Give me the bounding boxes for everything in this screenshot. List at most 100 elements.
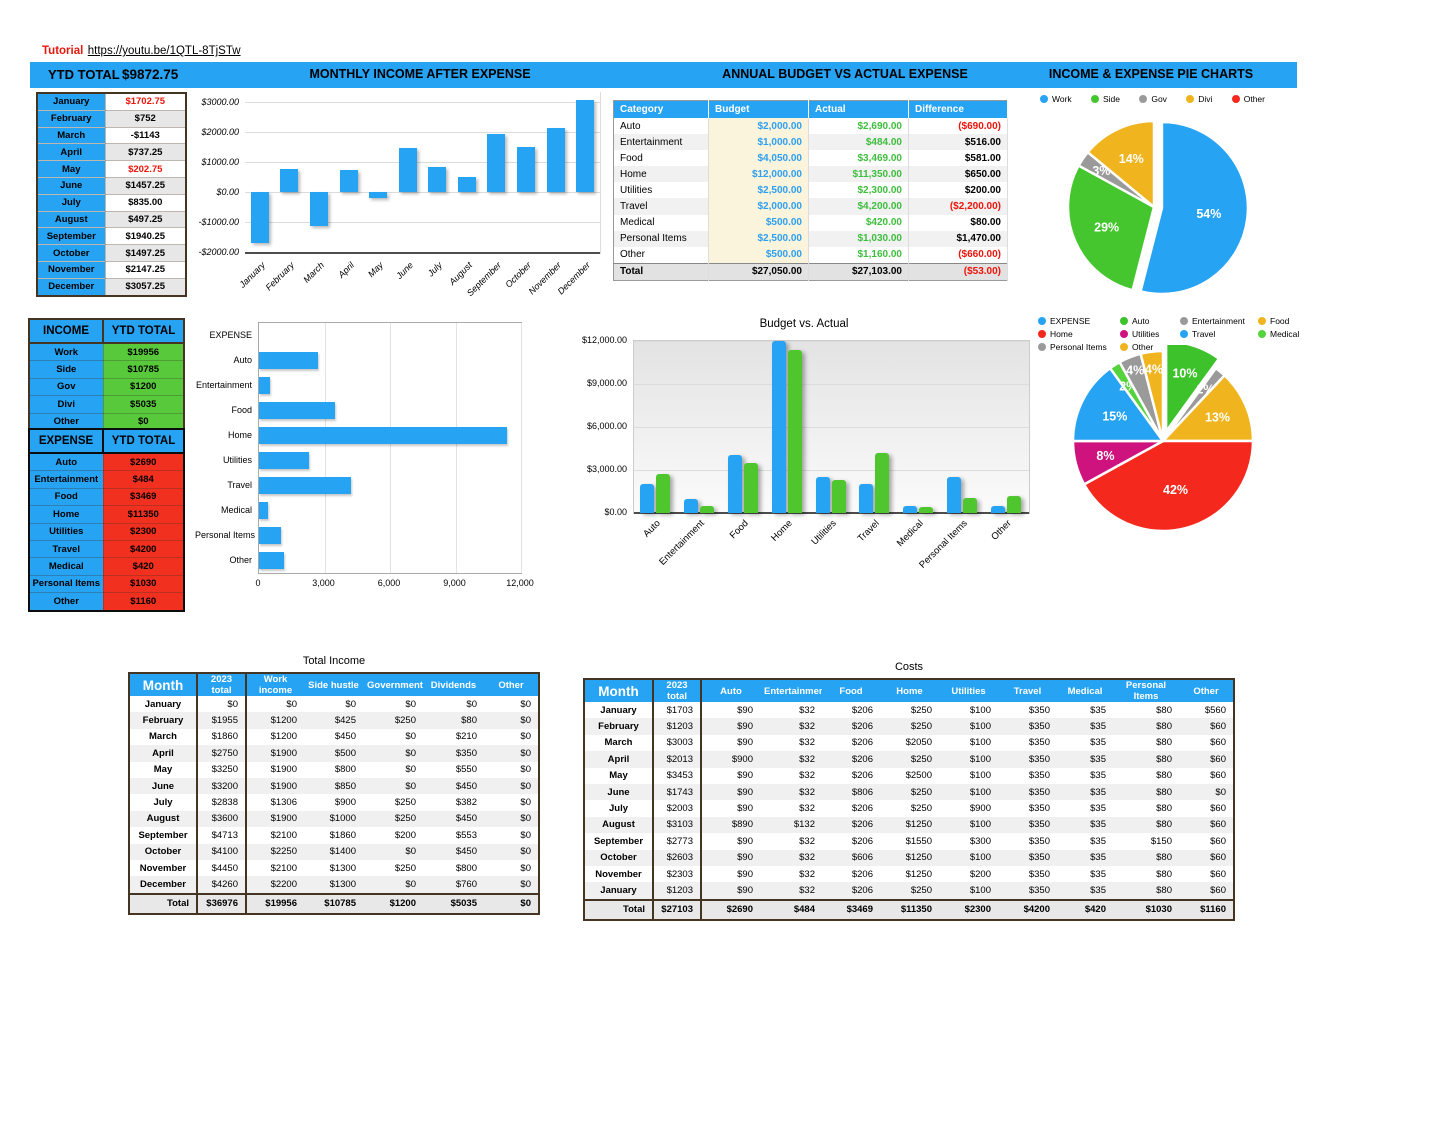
difference-cell[interactable]: $650.00 [908, 166, 1008, 183]
value-cell[interactable]: $2500 [905, 770, 932, 782]
value-cell[interactable]: $3103 [653, 816, 702, 834]
value-cell[interactable]: $250 [910, 753, 932, 765]
value-cell[interactable]: $3003 [653, 734, 702, 752]
value-cell[interactable]: $206 [851, 753, 873, 765]
month-cell[interactable]: April [584, 751, 654, 768]
value-cell[interactable]: $250 [910, 704, 932, 716]
budget-cell[interactable]: $2,000.00 [708, 198, 809, 215]
label-cell[interactable]: Work [28, 342, 104, 362]
value-cell[interactable]: $206 [851, 721, 873, 733]
month-cell[interactable]: December [129, 876, 198, 894]
value-cell[interactable]: $202.75 [104, 160, 187, 178]
value-cell[interactable]: $497.25 [104, 210, 187, 229]
column-header-2023-total[interactable]: 2023 total [197, 673, 247, 696]
total-value-cell[interactable]: $484 [760, 898, 822, 920]
value-cell[interactable]: $32 [799, 803, 815, 815]
value-cell[interactable]: $1160 [102, 592, 185, 612]
income-pie-chart[interactable]: 54%29%3%14% [1060, 112, 1255, 302]
value-cell[interactable]: $1250 [905, 852, 932, 864]
value-cell[interactable]: $132 [793, 819, 815, 831]
value-cell[interactable]: $250 [394, 715, 416, 727]
month-cell[interactable]: January [36, 92, 106, 111]
value-cell[interactable]: $250 [394, 797, 416, 809]
value-cell[interactable]: $350 [1028, 753, 1050, 765]
value-cell[interactable]: $800 [455, 862, 477, 874]
value-cell[interactable]: $90 [737, 737, 753, 749]
value-cell[interactable]: $560 [1204, 704, 1226, 716]
actual-cell[interactable]: $3,469.00 [808, 150, 909, 167]
value-cell[interactable]: $752 [104, 109, 187, 128]
value-cell[interactable]: $2100 [270, 862, 297, 874]
month-cell[interactable]: May [129, 761, 198, 778]
value-cell[interactable]: $0 [520, 878, 531, 890]
category-cell[interactable]: Other [613, 246, 709, 264]
total-value-cell[interactable]: $19956 [246, 892, 304, 914]
value-cell[interactable]: $350 [455, 747, 477, 759]
value-cell[interactable]: $2773 [653, 833, 702, 850]
value-cell[interactable]: $2750 [197, 745, 247, 762]
budget-cell[interactable]: $1,000.00 [708, 134, 809, 151]
value-cell[interactable]: $60 [1210, 852, 1226, 864]
month-cell[interactable]: September [36, 227, 106, 246]
column-header-medical[interactable]: Medical [1057, 679, 1113, 702]
value-cell[interactable]: $250 [394, 813, 416, 825]
value-cell[interactable]: $3600 [197, 810, 247, 828]
value-cell[interactable]: $900 [969, 803, 991, 815]
value-cell[interactable]: $1703 [653, 702, 702, 719]
value-cell[interactable]: $150 [1150, 835, 1172, 847]
total-value-cell[interactable]: $4200 [998, 898, 1057, 920]
total-value-cell[interactable]: $11350 [880, 898, 939, 920]
value-cell[interactable]: $90 [737, 835, 753, 847]
value-cell[interactable]: $206 [851, 803, 873, 815]
value-cell[interactable]: $32 [799, 737, 815, 749]
value-cell[interactable]: $1743 [653, 783, 702, 801]
value-cell[interactable]: $0 [405, 698, 416, 710]
value-cell[interactable]: $100 [969, 737, 991, 749]
value-cell[interactable]: $35 [1090, 753, 1106, 765]
budget-cell[interactable]: $500.00 [708, 214, 809, 231]
value-cell[interactable]: $100 [969, 721, 991, 733]
total-value-cell[interactable]: $0 [484, 892, 539, 914]
total-value-cell[interactable]: $2690 [701, 898, 760, 920]
total-value-cell[interactable]: $420 [1057, 898, 1113, 920]
column-header-ytd-total[interactable]: YTD TOTAL [102, 318, 185, 344]
value-cell[interactable]: $206 [851, 868, 873, 880]
value-cell[interactable]: $35 [1090, 819, 1106, 831]
total-value-cell[interactable]: $1200 [363, 892, 423, 914]
value-cell[interactable]: $100 [969, 852, 991, 864]
budget-cell[interactable]: $4,050.00 [708, 150, 809, 167]
ytd-monthly-table[interactable]: January $1702.75 February $752 March -$1143 Ap… [36, 92, 187, 297]
value-cell[interactable]: $2003 [653, 800, 702, 817]
value-cell[interactable]: $1900 [270, 764, 297, 776]
value-cell[interactable]: $300 [969, 835, 991, 847]
value-cell[interactable]: $606 [851, 852, 873, 864]
month-cell[interactable]: April [36, 143, 106, 162]
expense-pie-chart[interactable]: 10%2%13%42%8%15%2%4% 4% [1066, 345, 1266, 537]
column-header-work-income[interactable]: Work income [246, 673, 304, 696]
value-cell[interactable]: $60 [1210, 753, 1226, 765]
value-cell[interactable]: $2838 [197, 794, 247, 811]
month-cell[interactable]: September [129, 827, 198, 844]
label-cell[interactable]: Home [28, 505, 104, 524]
value-cell[interactable]: $0 [197, 696, 247, 713]
month-cell[interactable]: June [129, 777, 198, 795]
budget-cell[interactable]: $2,500.00 [708, 230, 809, 247]
value-cell[interactable]: $60 [1210, 868, 1226, 880]
value-cell[interactable]: $3057.25 [104, 277, 187, 297]
value-cell[interactable]: $200 [969, 868, 991, 880]
value-cell[interactable]: $737.25 [104, 143, 187, 162]
category-cell[interactable]: Personal Items [613, 230, 709, 247]
value-cell[interactable]: $100 [969, 770, 991, 782]
actual-cell[interactable]: $2,690.00 [808, 118, 909, 135]
month-cell[interactable]: August [36, 210, 106, 229]
value-cell[interactable]: $32 [799, 786, 815, 798]
label-cell[interactable]: Medical [28, 557, 104, 576]
month-cell[interactable]: June [36, 176, 106, 195]
total-value-cell[interactable]: $2300 [939, 898, 998, 920]
value-cell[interactable]: $11350 [102, 505, 185, 524]
month-cell[interactable]: August [584, 816, 654, 834]
total-label-cell[interactable]: Total [129, 892, 198, 914]
value-cell[interactable]: $350 [1028, 884, 1050, 896]
value-cell[interactable]: $350 [1028, 803, 1050, 815]
value-cell[interactable]: $80 [1156, 753, 1172, 765]
